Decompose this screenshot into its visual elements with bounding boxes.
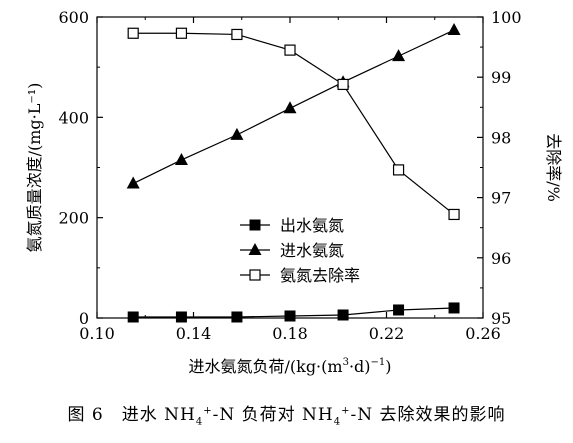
x-tick-label: 0.18 [272, 324, 308, 343]
legend-marker [249, 269, 261, 281]
legend-marker [249, 219, 261, 231]
data-point [174, 152, 188, 165]
y-tick-label: 0 [79, 309, 89, 328]
y2-axis-label: 去除率/% [544, 133, 563, 202]
data-point [231, 28, 243, 41]
series-line-2 [133, 32, 455, 215]
y2-tick-label: 100 [491, 8, 522, 27]
caption-sup2: + [341, 405, 351, 417]
y2-tick-label: 95 [491, 309, 511, 328]
x-tick-label: 0.26 [465, 324, 501, 343]
y2-tick-label: 98 [491, 128, 511, 147]
data-point [392, 49, 406, 62]
data-point [284, 310, 296, 322]
data-point [127, 311, 139, 323]
x-tick-label: 0.10 [79, 324, 115, 343]
x-axis-label-part: 进水氨氮负荷/(kg·(m [188, 357, 342, 376]
caption-suffix: -N 去除效果的影响 [350, 405, 506, 425]
caption-prefix: 图 6 进水 NH [67, 405, 196, 425]
legend-label: 氨氮去除率 [280, 266, 360, 285]
data-point [283, 101, 297, 114]
data-point [231, 311, 243, 323]
caption-sup1: + [203, 405, 213, 417]
legend-label: 进水氨氮 [280, 241, 344, 260]
caption-mid: -N 负荷对 NH [212, 405, 334, 425]
y2-tick-label: 97 [491, 189, 511, 208]
y2-tick-label: 99 [491, 68, 511, 87]
y2-tick-label: 96 [491, 249, 511, 268]
y-axis-label: 氨氮质量浓度/(mg·L⁻¹) [25, 83, 44, 253]
data-point [392, 164, 405, 176]
legend-marker [248, 243, 262, 255]
chart-series [126, 23, 461, 323]
data-point [284, 44, 296, 56]
y-tick-label: 200 [58, 209, 89, 228]
data-point [230, 127, 244, 140]
chart: 0.10 0.14 0.18 0.22 0.26 0 200 400 600 95 96 97 98 99… [25, 8, 563, 376]
caption-sub2: 4 [333, 416, 342, 428]
chart-axes: 0.10 0.14 0.18 0.22 0.26 0 200 400 600 95 96 97 98 99… [25, 8, 563, 376]
x-axis-label-sup: 3 [343, 357, 349, 368]
data-point [126, 176, 140, 189]
x-tick-label: 0.22 [369, 324, 405, 343]
x-axis-label: 进水氨氮负荷/(kg·(m3·d)−1) [188, 357, 391, 376]
legend-label: 出水氨氮 [280, 216, 344, 235]
data-point [175, 27, 188, 39]
x-tick-label: 0.14 [176, 324, 212, 343]
x-axis-label-part: ·d) [349, 357, 371, 376]
data-point [448, 208, 460, 221]
data-point [175, 311, 187, 323]
y-tick-label: 600 [58, 8, 89, 27]
data-point [127, 27, 139, 39]
y-tick-label: 400 [58, 108, 89, 127]
x-axis-label-sup: −1 [371, 357, 386, 368]
data-point [337, 78, 349, 91]
figure-caption: 图 6 进水 NH4+-N 负荷对 NH4+-N 去除效果的影响 [0, 400, 573, 427]
data-point [447, 23, 461, 36]
caption-sub1: 4 [195, 416, 204, 428]
data-point [337, 309, 349, 321]
data-point [393, 304, 405, 316]
x-axis-label-part: ) [385, 357, 391, 376]
data-point [448, 302, 460, 314]
